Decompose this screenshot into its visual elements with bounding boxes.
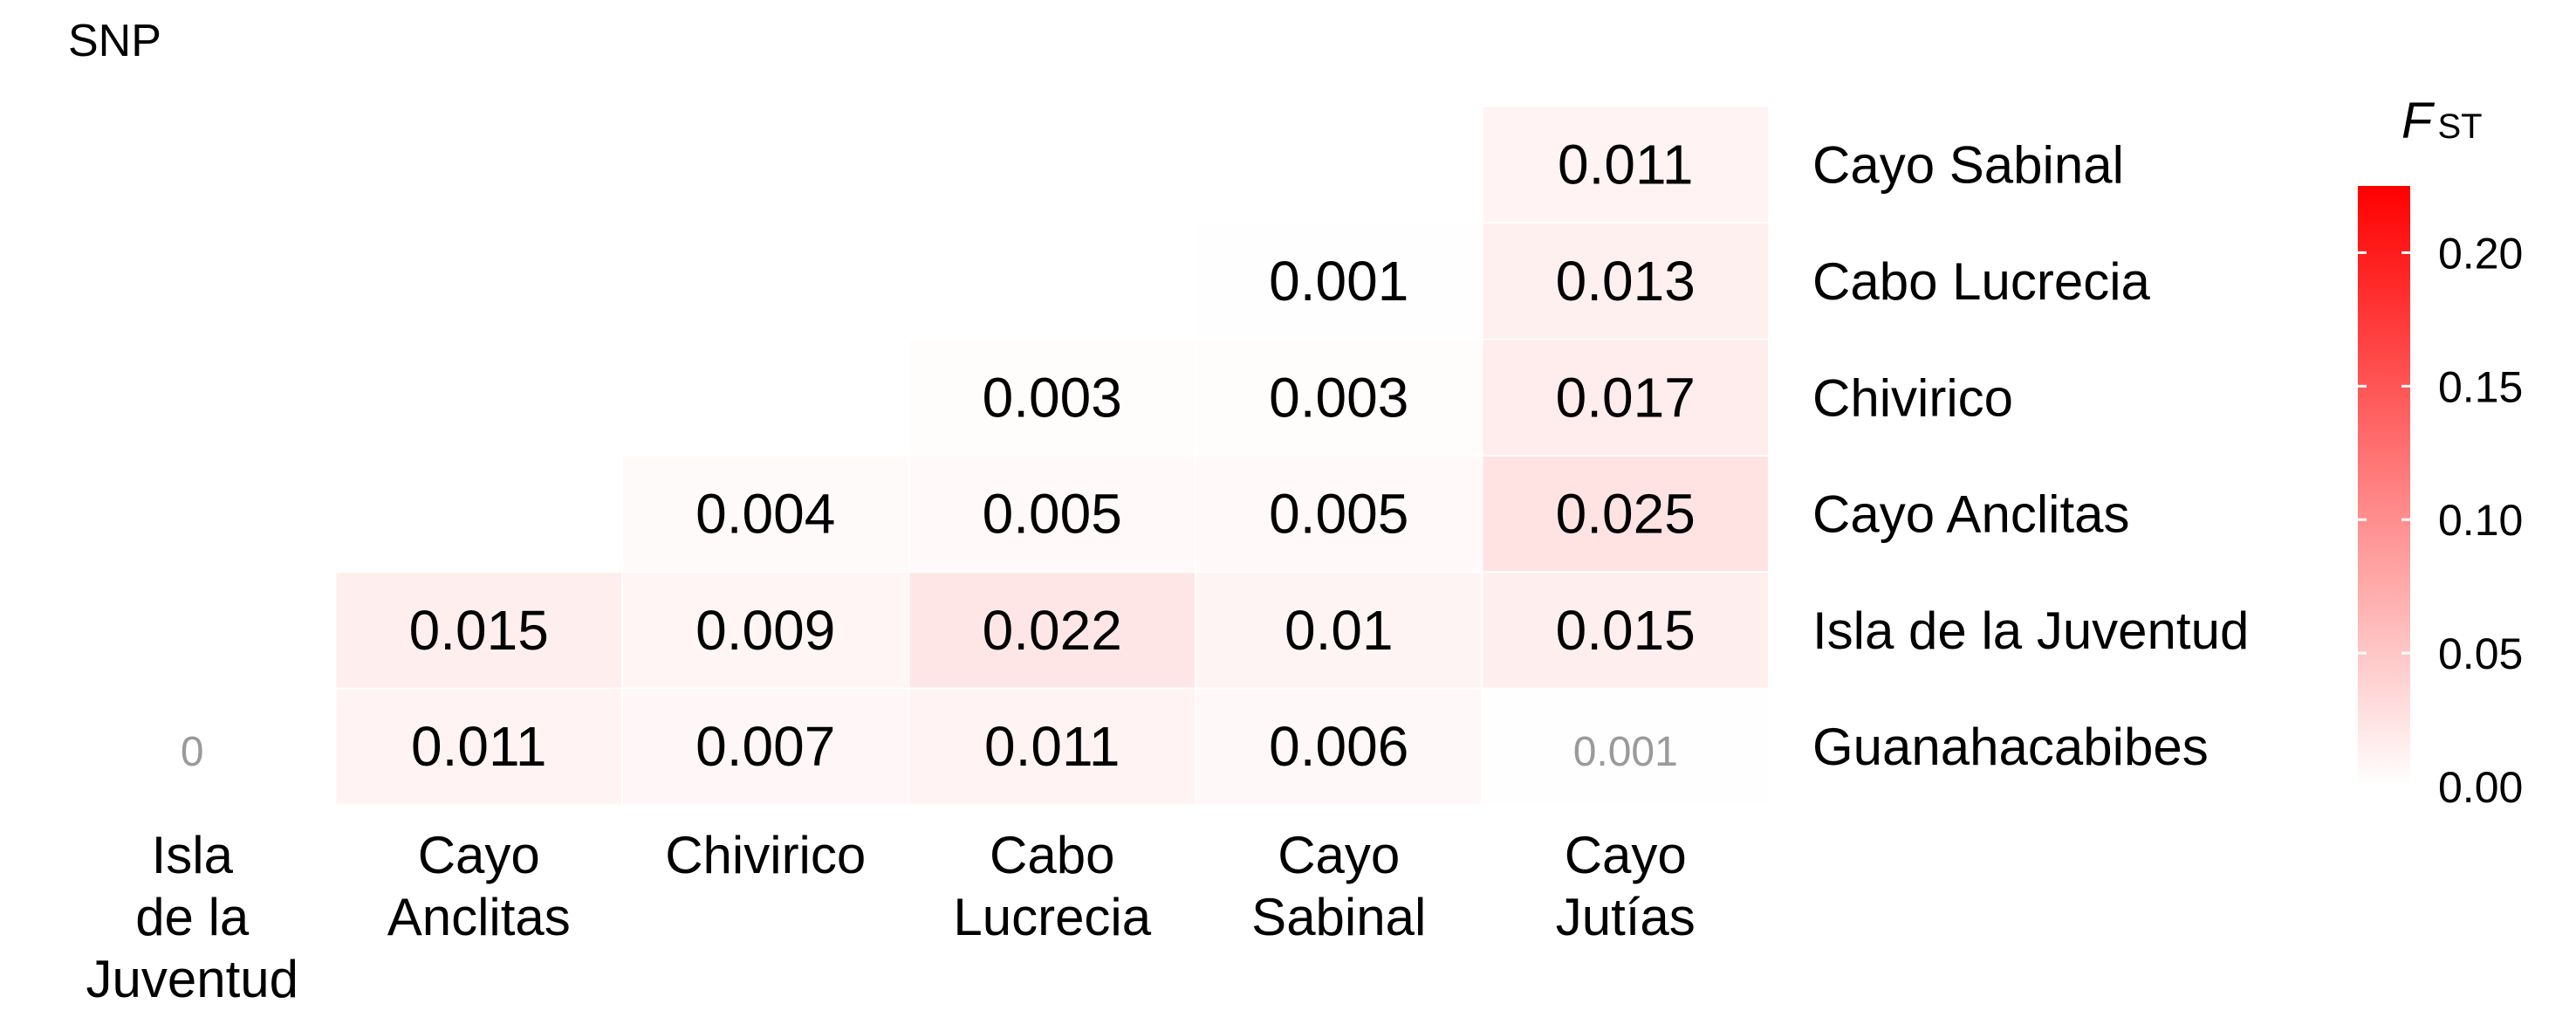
heatmap-cell [1483,689,1768,804]
y-axis-labels: Cayo Sabinal Cabo Lucrecia Chivirico Cayo A… [1812,136,2249,777]
heatmap-cell [1483,107,1768,223]
x-axis-label: Cabo [990,826,1114,884]
legend-color-bar [2358,186,2410,787]
cell-value-label: 0.003 [1269,366,1408,429]
cell-value-label: 0.013 [1556,250,1696,313]
heatmap-cell [909,340,1195,455]
heatmap-cell [1196,456,1482,572]
heatmap-cell [1196,689,1482,804]
x-axis-label: Lucrecia [953,888,1151,946]
cell-value-label: 0.004 [695,483,835,546]
x-axis-label: de la [135,888,250,946]
color-legend: F ST 0.00 0.05 0.10 0.15 0.20 [2358,93,2523,812]
cell-value-label: 0.003 [983,366,1122,429]
heatmap-cell [336,689,621,804]
heatmap-cell [1483,573,1768,688]
cell-value-label: 0.001 [1573,729,1678,775]
legend-ticks: 0.00 0.05 0.10 0.15 0.20 [2358,229,2523,812]
legend-tick-label: 0.05 [2438,629,2523,678]
x-axis-label: Sabinal [1251,888,1426,946]
x-axis-label: Juventud [86,950,298,1008]
cell-value-label: 0.015 [1556,599,1696,662]
y-axis-label: Cayo Anclitas [1812,485,2130,544]
legend-tick-label: 0.15 [2438,362,2523,411]
heatmap-cell [1483,456,1768,572]
x-axis-label: Cayo [1565,826,1687,884]
heatmap-cell [1196,340,1482,455]
legend-title-main: F [2401,93,2436,149]
heatmap-cell [909,573,1195,688]
x-axis-label: Jutías [1556,888,1696,946]
heatmap-cell [1483,223,1768,339]
heatmap-cell [1196,223,1482,339]
legend-tick-label: 0.20 [2438,229,2523,278]
cell-value-label: 0.025 [1556,483,1696,546]
x-axis-label: Cayo [1278,826,1400,884]
heatmap-cell [50,689,335,804]
legend-tick-label: 0.00 [2438,763,2523,812]
legend-title: F ST [2401,93,2483,149]
cell-value-label: 0.011 [411,715,546,778]
cell-value-label: 0.001 [1269,250,1408,313]
y-axis-label: Chivirico [1812,368,2013,427]
heatmap-cell [623,456,908,572]
cell-value-label: 0.009 [695,599,835,662]
cell-value-label: 0.005 [983,483,1122,546]
heatmap-cell [1483,340,1768,455]
y-axis-label: Cabo Lucrecia [1812,252,2151,311]
cell-value-label: 0.022 [983,599,1122,662]
cell-value-label: 0.011 [984,715,1120,778]
cell-value-label: 0.005 [1269,483,1408,546]
x-axis-label: Isla [152,826,234,884]
cell-value-label: 0.011 [1558,134,1693,196]
cell-value-label: 0 [181,729,204,775]
cell-value-label: 0.007 [695,715,835,778]
x-axis-label: Anclitas [387,888,571,946]
heatmap-cell [623,689,908,804]
heatmap-cell [909,689,1195,804]
cell-value-label: 0.017 [1556,366,1696,429]
cell-value-label: 0.01 [1285,599,1394,662]
cell-value-label: 0.015 [409,599,549,662]
legend-tick-label: 0.10 [2438,496,2523,545]
heatmap-cell-labels: 0.011 0.001 0.013 0.003 0.003 0.017 0.004 0.005… [181,134,1696,779]
heatmap-cell [336,573,621,688]
heatmap-cell [1196,573,1482,688]
y-axis-label: Isla de la Juventud [1812,601,2249,660]
heatmap-cell [623,573,908,688]
cell-value-label: 0.006 [1269,715,1408,778]
chart-title: SNP [68,16,161,66]
heatmap-cells [50,107,1768,804]
y-axis-label: Cayo Sabinal [1812,136,2124,195]
legend-title-sub: ST [2437,107,2482,146]
heatmap-cell [909,456,1195,572]
x-axis-label: Cayo [418,826,540,884]
x-axis-label: Chivirico [665,826,866,884]
y-axis-label: Guanahacabibes [1812,718,2209,776]
